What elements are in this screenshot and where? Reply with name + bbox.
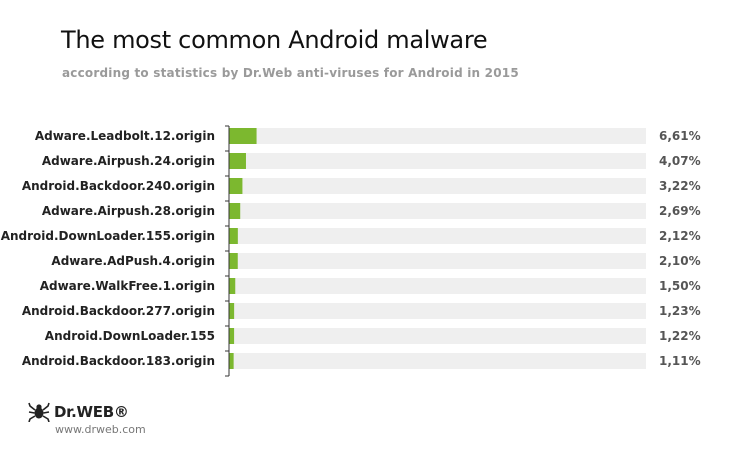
value-label: 1,23% bbox=[659, 304, 701, 318]
website-url[interactable]: www.drweb.com bbox=[55, 423, 146, 436]
category-label: Android.DownLoader.155.origin bbox=[1, 229, 215, 243]
category-label: Adware.Airpush.24.origin bbox=[42, 154, 215, 168]
value-label: 1,50% bbox=[659, 279, 701, 293]
bar bbox=[229, 203, 241, 219]
bar-chart: Adware.Leadbolt.12.origin 6,61% Adware.Air… bbox=[1, 125, 701, 377]
value-label: 1,22% bbox=[659, 329, 701, 343]
bar bbox=[229, 253, 238, 269]
value-label: 6,61% bbox=[659, 129, 701, 143]
value-label: 2,69% bbox=[659, 204, 701, 218]
chart-subtitle: according to statistics by Dr.Web anti-v… bbox=[62, 66, 519, 80]
value-label: 3,22% bbox=[659, 179, 701, 193]
bar bbox=[229, 228, 238, 244]
value-label: 1,11% bbox=[659, 354, 701, 368]
bar-track bbox=[229, 303, 646, 319]
bar-track bbox=[229, 203, 646, 219]
category-label: Android.Backdoor.277.origin bbox=[22, 304, 215, 318]
bar bbox=[229, 353, 234, 369]
category-label: Adware.WalkFree.1.origin bbox=[40, 279, 215, 293]
category-label: Android.Backdoor.240.origin bbox=[22, 179, 215, 193]
value-label: 2,12% bbox=[659, 229, 701, 243]
bar bbox=[229, 178, 243, 194]
category-label: Adware.AdPush.4.origin bbox=[51, 254, 215, 268]
chart-title: The most common Android malware bbox=[61, 26, 488, 54]
category-label: Adware.Airpush.28.origin bbox=[42, 204, 215, 218]
bar-track bbox=[229, 353, 646, 369]
value-label: 4,07% bbox=[659, 154, 701, 168]
logo-text: Dr.WEB® bbox=[54, 403, 129, 421]
bar bbox=[229, 328, 235, 344]
bar-track bbox=[229, 153, 646, 169]
bar-track bbox=[229, 178, 646, 194]
bar bbox=[229, 153, 246, 169]
bar bbox=[229, 303, 235, 319]
bar bbox=[229, 278, 236, 294]
bar-track bbox=[229, 128, 646, 144]
bar-track bbox=[229, 328, 646, 344]
value-label: 2,10% bbox=[659, 254, 701, 268]
category-label: Android.Backdoor.183.origin bbox=[22, 354, 215, 368]
bar-track bbox=[229, 278, 646, 294]
bar-track bbox=[229, 253, 646, 269]
category-label: Android.DownLoader.155 bbox=[45, 329, 215, 343]
category-label: Adware.Leadbolt.12.origin bbox=[35, 129, 215, 143]
bar-track bbox=[229, 228, 646, 244]
bar bbox=[229, 128, 257, 144]
spider-icon bbox=[28, 402, 50, 422]
drweb-logo: Dr.WEB® bbox=[28, 402, 129, 422]
